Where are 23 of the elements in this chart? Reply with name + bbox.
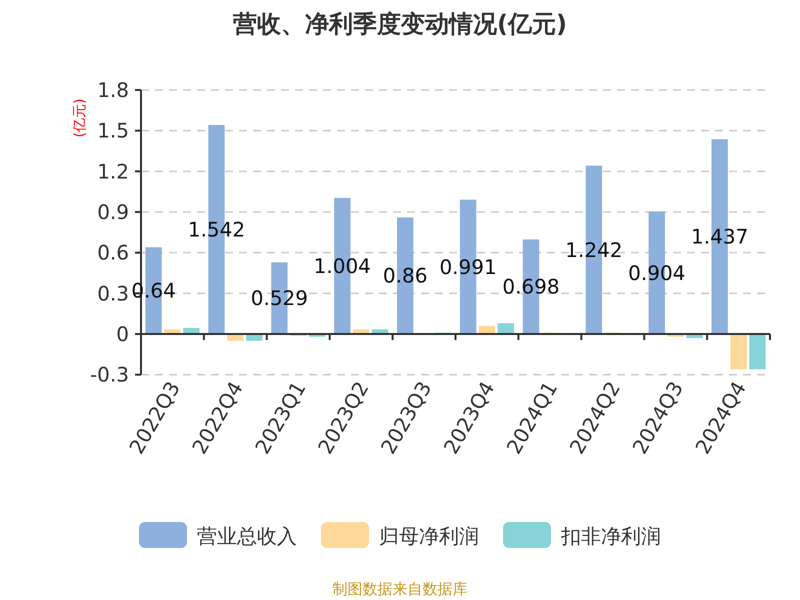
data-label: 1.542 [188, 218, 246, 242]
data-label: 1.242 [565, 238, 623, 262]
y-tick-label: 1.5 [97, 118, 129, 143]
data-label: 0.529 [250, 286, 308, 310]
data-label: 0.991 [439, 254, 497, 279]
legend-label: 扣非净利润 [560, 524, 661, 548]
legend-label: 归母净利润 [379, 524, 479, 548]
data-label: 0.86 [382, 264, 428, 288]
data-label: 1.004 [314, 254, 371, 278]
y-tick-label: 1.8 [97, 78, 129, 102]
y-tick-label: 0.6 [97, 240, 129, 265]
text: 制图数据来自数据库 [332, 580, 468, 598]
y-tick-label: -0.3 [90, 362, 129, 387]
data-label: 0.904 [628, 260, 686, 285]
y-tick-label: 0.3 [97, 281, 129, 306]
y-tick-label: 1.2 [97, 159, 129, 184]
y-tick-label: 0.9 [97, 200, 129, 224]
y-tick-label: 0 [116, 322, 129, 346]
data-label: 0.698 [502, 274, 560, 299]
data-label: 1.437 [691, 224, 748, 249]
y-axis-title: (亿元) [72, 98, 88, 138]
legend-label: 营业总收入 [197, 524, 297, 548]
chart-title: 营收、净利季度变动情况(亿元) [232, 10, 567, 38]
